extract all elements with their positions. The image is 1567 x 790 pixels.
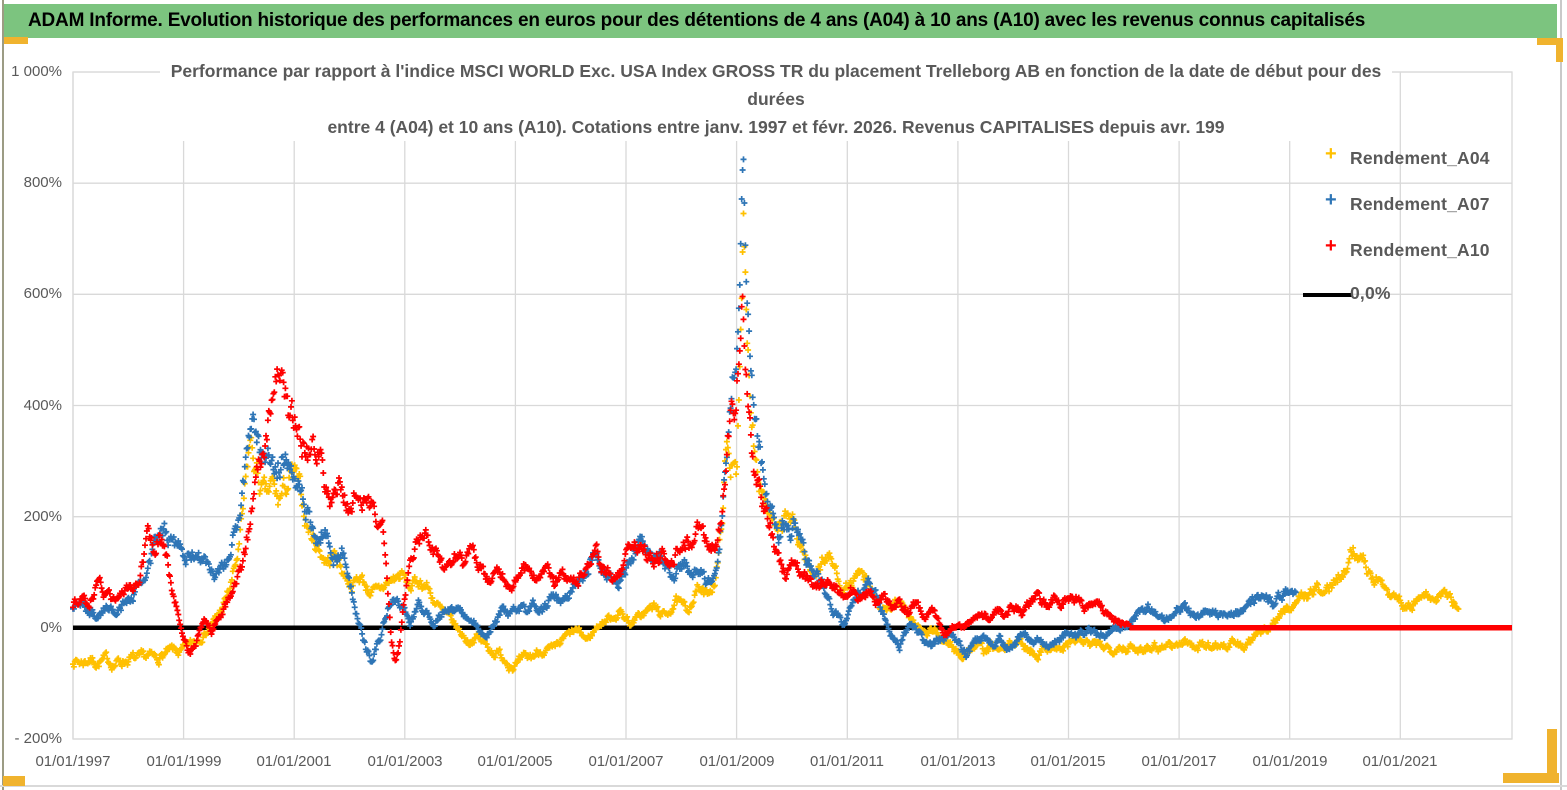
x-tick-label: 01/01/2013 bbox=[920, 753, 996, 770]
chart-title-line3: entre 4 (A04) et 10 ans (A10). Cotations… bbox=[327, 117, 1225, 137]
gold-accent-top-right-v bbox=[1556, 38, 1563, 62]
frame-right bbox=[1560, 0, 1562, 790]
frame-left bbox=[2, 0, 4, 790]
x-tick-label: 01/01/2005 bbox=[477, 753, 553, 770]
legend-item-label: 0,0% bbox=[1350, 283, 1391, 303]
legend-item-label: Rendement_A10 bbox=[1350, 240, 1490, 260]
chart-title-line2: durées bbox=[747, 89, 805, 109]
legend-item-label: Rendement_A07 bbox=[1350, 194, 1490, 214]
gold-accent-header-left bbox=[4, 37, 28, 44]
chart-title-line1: Performance par rapport à l'indice MSCI … bbox=[170, 61, 1382, 81]
gold-accent-bottom-right-h bbox=[1503, 773, 1559, 783]
y-tick-label: 200% bbox=[23, 508, 62, 525]
gold-accent-bottom-right-v bbox=[1547, 729, 1557, 783]
gold-accent-bottom-left bbox=[3, 776, 25, 786]
report-title: ADAM Informe. Evolution historique des p… bbox=[28, 10, 1366, 31]
x-tick-label: 01/01/1997 bbox=[35, 753, 111, 770]
report-header-bar: ADAM Informe. Evolution historique des p… bbox=[4, 4, 1557, 38]
y-tick-label: - 200% bbox=[14, 730, 62, 747]
x-tick-label: 01/01/2009 bbox=[699, 753, 775, 770]
chart-title: Performance par rapport à l'indice MSCI … bbox=[160, 57, 1392, 141]
x-tick-label: 01/01/2007 bbox=[588, 753, 664, 770]
y-tick-label: 600% bbox=[23, 285, 62, 302]
x-tick-label: 01/01/2011 bbox=[810, 753, 884, 770]
legend-zero-line-swatch bbox=[1303, 293, 1353, 297]
x-tick-label: 01/01/2003 bbox=[367, 753, 443, 770]
legend-item-rendement-a10: + Rendement_A10 bbox=[1303, 235, 1558, 268]
y-tick-label: 0% bbox=[40, 619, 62, 636]
legend-item-0-0-: 0,0% bbox=[1303, 281, 1558, 311]
frame-bottom bbox=[0, 785, 1567, 787]
y-tick-label: 800% bbox=[23, 174, 62, 191]
y-tick-label: 1 000% bbox=[11, 63, 62, 80]
y-tick-label: 400% bbox=[23, 397, 62, 414]
legend-item-label: Rendement_A04 bbox=[1350, 148, 1490, 168]
legend-cross-marker-icon: + bbox=[1325, 189, 1337, 211]
x-tick-label: 01/01/2015 bbox=[1030, 753, 1106, 770]
gold-accent-top-right-h bbox=[1537, 38, 1563, 45]
x-tick-label: 01/01/2001 bbox=[256, 753, 332, 770]
x-tick-label: 01/01/2017 bbox=[1141, 753, 1217, 770]
legend-item-rendement-a07: + Rendement_A07 bbox=[1303, 189, 1558, 222]
legend-cross-marker-icon: + bbox=[1325, 143, 1337, 165]
legend-cross-marker-icon: + bbox=[1325, 235, 1337, 257]
x-tick-label: 01/01/1999 bbox=[146, 753, 222, 770]
x-tick-label: 01/01/2021 bbox=[1362, 753, 1438, 770]
legend-item-rendement-a04: + Rendement_A04 bbox=[1303, 143, 1558, 176]
x-tick-label: 01/01/2019 bbox=[1252, 753, 1328, 770]
